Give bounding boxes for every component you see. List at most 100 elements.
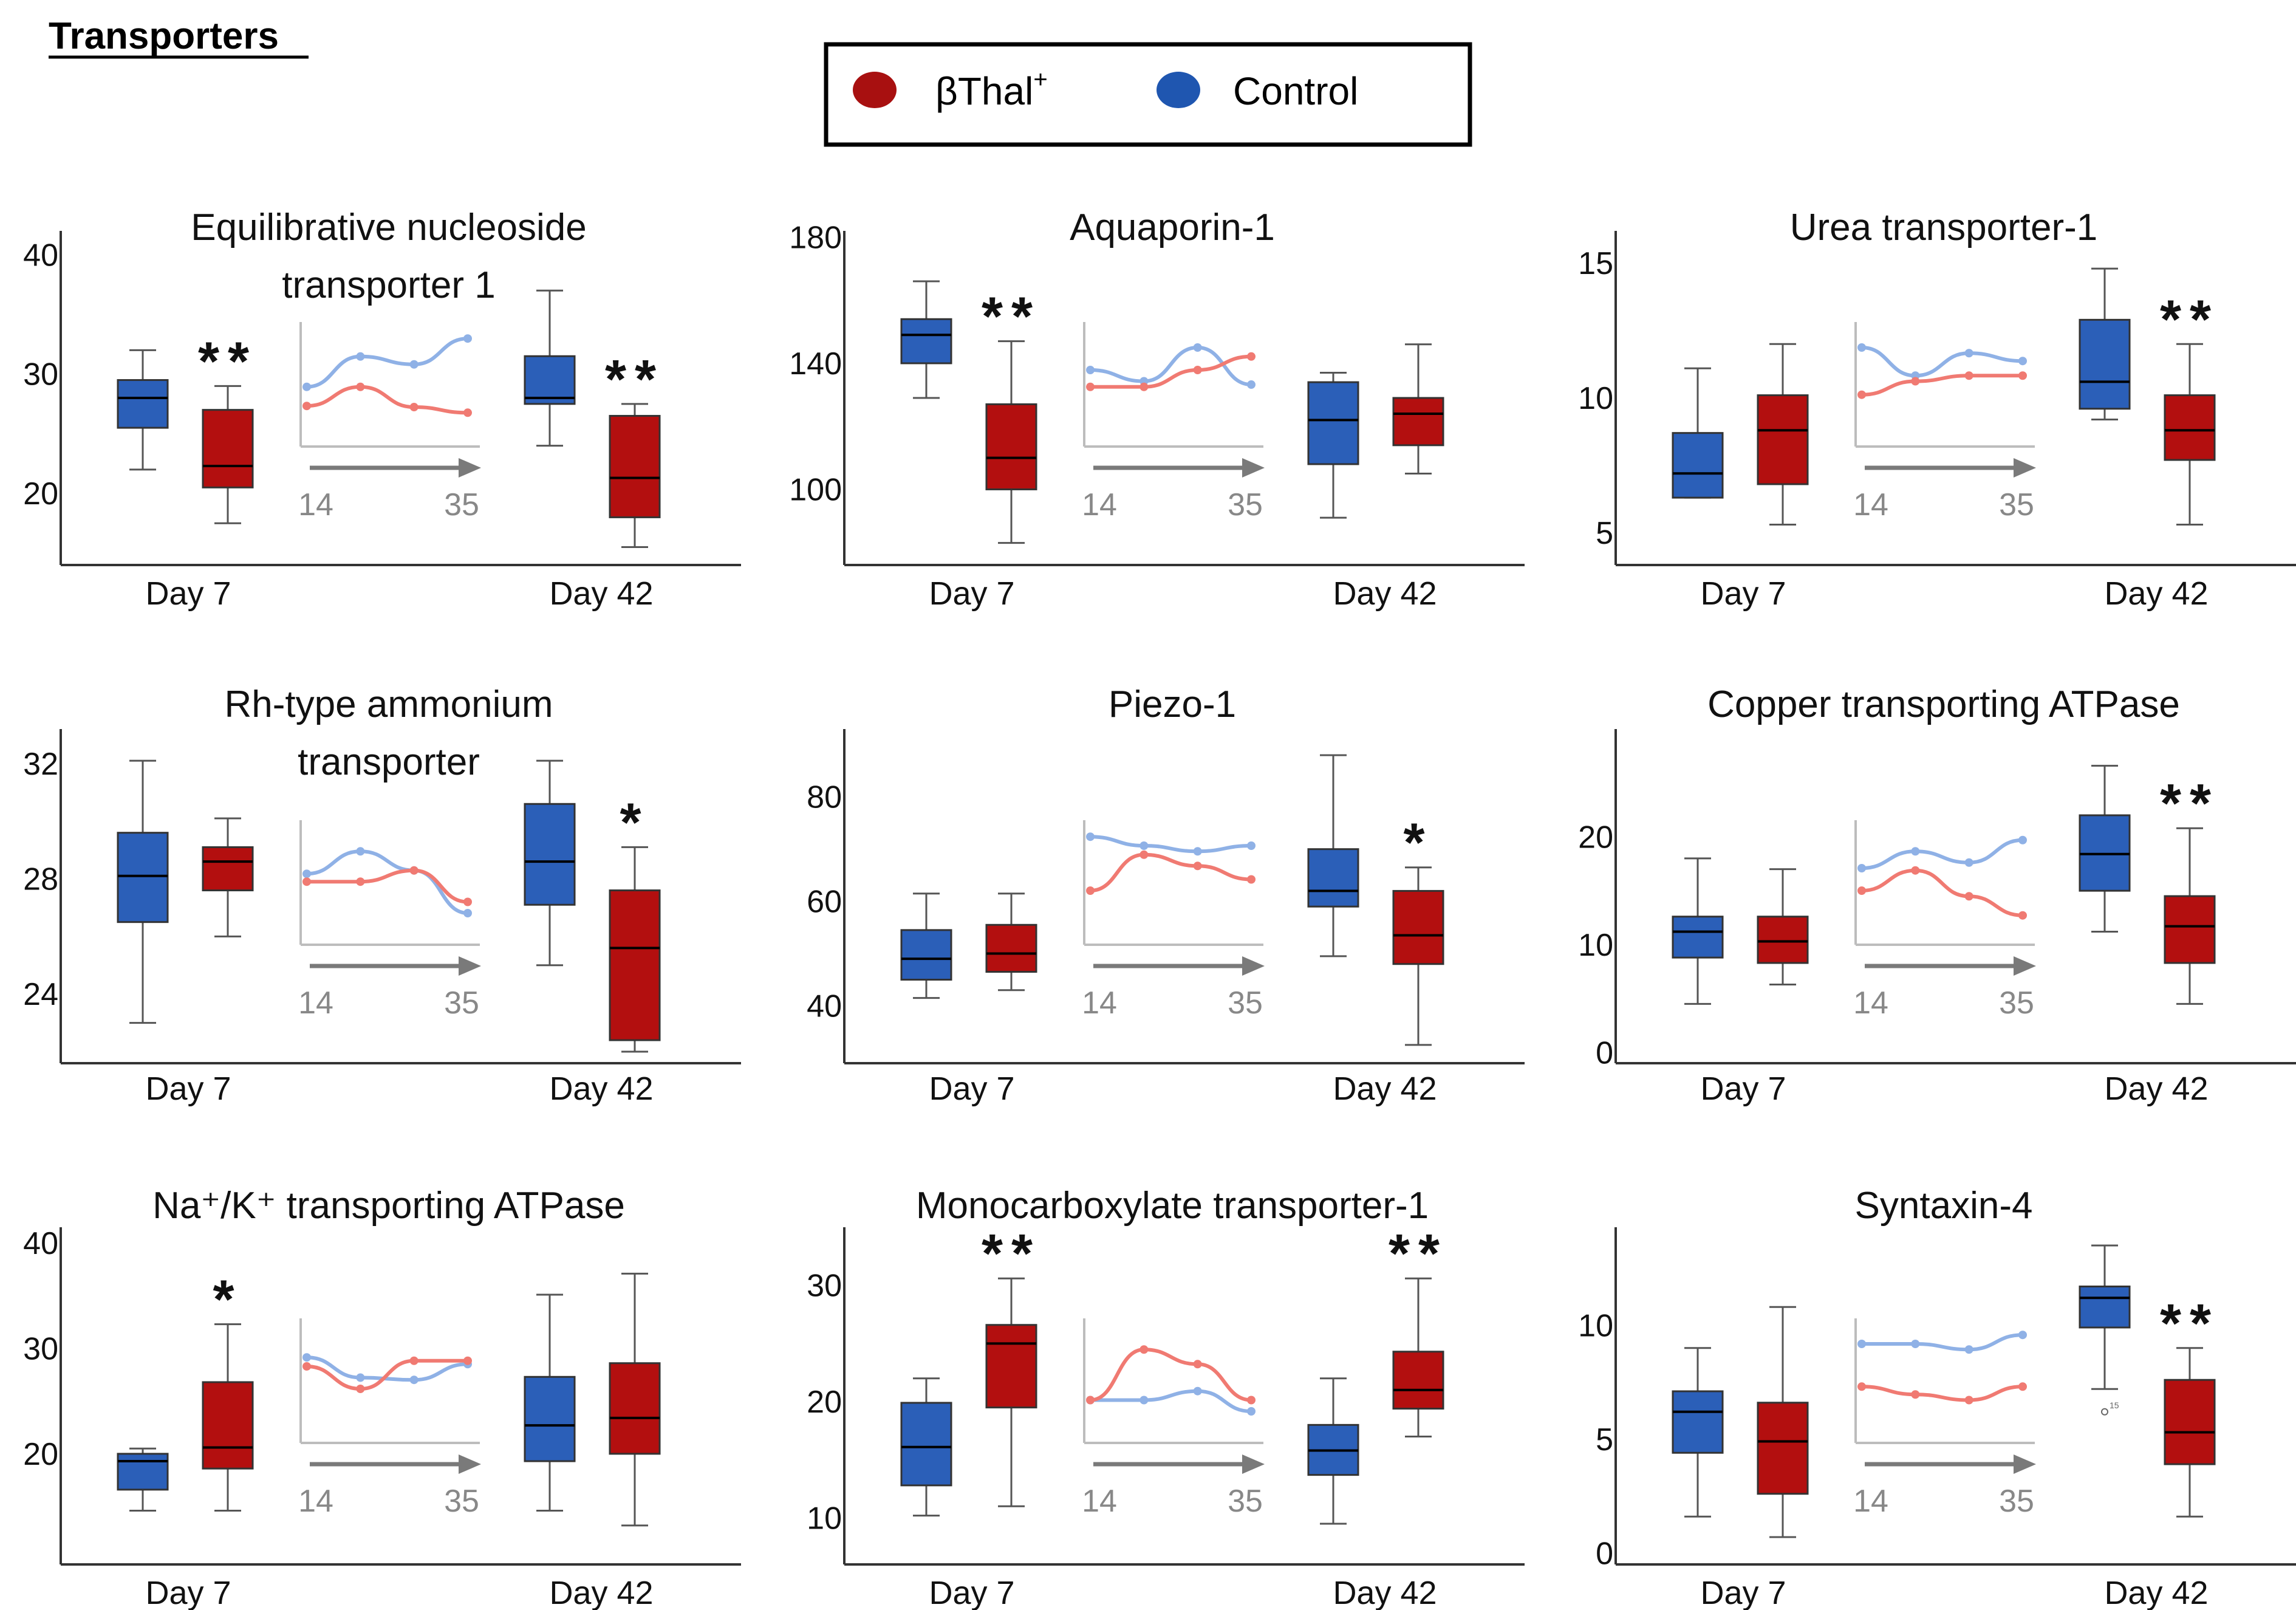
inset-point [302, 402, 311, 411]
y-tick-label: 10 [1578, 928, 1613, 963]
inset-point [1193, 847, 1202, 856]
significance-marker: ** [982, 287, 1041, 348]
legend: βThal+ Control [824, 42, 1472, 147]
y-tick-label: 32 [23, 747, 58, 782]
inset-start-label: 14 [298, 487, 333, 522]
inset-point [2018, 1331, 2027, 1340]
y-tick-label: 30 [807, 1269, 842, 1304]
section-title: Transporters [49, 15, 279, 57]
inset-line-thal [1090, 354, 1252, 389]
x-category-label: Day 7 [929, 1070, 1014, 1107]
box-iqr [117, 832, 169, 923]
inset-point [1911, 1390, 1920, 1399]
inset-trend-plot: 14 35 [298, 322, 481, 522]
inset-point [1193, 1360, 1202, 1369]
box-iqr [1757, 1402, 1809, 1495]
chart-title: Rh-type ammonium [225, 683, 553, 725]
significance-marker: * [620, 792, 649, 853]
inset-point [1139, 1396, 1149, 1405]
inset-point [302, 869, 311, 879]
inset-point [2018, 1382, 2027, 1391]
inset-point [2018, 835, 2027, 844]
x-category-label: Day 7 [929, 1575, 1014, 1610]
inset-line-thal [306, 1358, 468, 1391]
box-thal-day42 [2164, 1347, 2216, 1518]
inset-point [409, 1375, 419, 1385]
box-thal-day7 [985, 340, 1037, 544]
inset-line-control [306, 849, 468, 915]
box-control-day7 [900, 1377, 952, 1517]
inset-end-label: 35 [444, 985, 479, 1021]
y-tick-label: 0 [1596, 1035, 1613, 1070]
y-tick-label: 30 [23, 1331, 58, 1366]
box-iqr [524, 1375, 576, 1462]
inset-point [356, 847, 365, 856]
box-iqr [609, 414, 661, 518]
box-control-day42 [1307, 754, 1359, 957]
inset-point [1139, 841, 1149, 850]
box-iqr [202, 1381, 254, 1470]
inset-point [1193, 366, 1202, 374]
legend-thal-label: βThal+ [935, 66, 1048, 113]
inset-point [2018, 357, 2027, 366]
y-tick-label: 40 [23, 238, 58, 273]
chart-panel: Rh-type ammonium transporter 32 28 24 Day 7 Da… [23, 683, 741, 1107]
chart-panel: Monocarboxylate transporter-1 30 20 10 Day 7… [807, 1185, 1525, 1610]
inset-point [1086, 382, 1095, 391]
inset-trend-plot: 14 35 [1853, 820, 2036, 1021]
x-category-label: Day 42 [1333, 1575, 1437, 1610]
box-thal-day42 [609, 1272, 661, 1527]
inset-end-label: 35 [1228, 1484, 1263, 1519]
inset-point [409, 360, 419, 369]
y-tick-label: 140 [789, 346, 842, 382]
inset-point [1964, 349, 1973, 358]
box-thal-day42 [1392, 343, 1444, 475]
inset-point [1139, 1345, 1149, 1354]
inset-arrow-head [459, 956, 481, 976]
inset-arrow-head [1242, 458, 1265, 478]
inset-point [1857, 343, 1866, 352]
inset-trend-plot: 14 35 [1082, 1318, 1265, 1519]
inset-point [1247, 380, 1256, 389]
inset-point [302, 1353, 311, 1362]
inset-point [1857, 1382, 1866, 1391]
significance-marker: * [1403, 813, 1433, 874]
box-iqr [202, 846, 254, 892]
box-iqr [1392, 889, 1444, 965]
inset-point [1857, 1340, 1866, 1348]
box-control-day42 [524, 1293, 576, 1512]
inset-line-control [1090, 345, 1252, 387]
significance-marker: ** [2160, 289, 2219, 350]
x-category-label: Day 42 [549, 1070, 653, 1107]
x-category-label: Day 42 [2104, 575, 2208, 612]
inset-point [1857, 886, 1866, 895]
box-iqr [1757, 394, 1809, 485]
box-iqr [117, 379, 169, 429]
inset-point [302, 1362, 311, 1371]
y-tick-label: 40 [807, 988, 842, 1024]
inset-point [1247, 352, 1256, 361]
inset-line-thal [306, 868, 468, 904]
box-iqr [2079, 1286, 2131, 1329]
inset-point [463, 408, 472, 417]
y-tick-label: 20 [23, 476, 58, 512]
inset-point [463, 334, 472, 343]
inset-point [1911, 1340, 1920, 1348]
box-control-day7 [1672, 367, 1724, 499]
chart-panel: Na⁺/K⁺ transporting ATPase 40 30 20 Day 7 Day… [23, 1185, 741, 1610]
x-category-label: Day 7 [1700, 1575, 1786, 1610]
inset-point [356, 1385, 365, 1393]
inset-point [1964, 1345, 1973, 1354]
inset-point [1139, 382, 1149, 391]
inset-line-thal [1090, 1348, 1252, 1402]
box-iqr [1672, 916, 1724, 959]
chart-panel: Piezo-1 80 60 40 Day 7 Day 42 * 14 35 [807, 683, 1525, 1107]
inset-end-label: 35 [1999, 487, 2034, 522]
box-iqr [900, 1402, 952, 1487]
inset-start-label: 14 [1853, 1484, 1888, 1519]
box-iqr [1307, 381, 1359, 465]
chart-title: Syntaxin-4 [1855, 1185, 2033, 1227]
chart-panel: Aquaporin-1 180 140 100 Day 7 Day 42 ** 14 35 [789, 207, 1525, 612]
box-iqr [900, 318, 952, 365]
y-tick-label: 24 [23, 977, 58, 1012]
